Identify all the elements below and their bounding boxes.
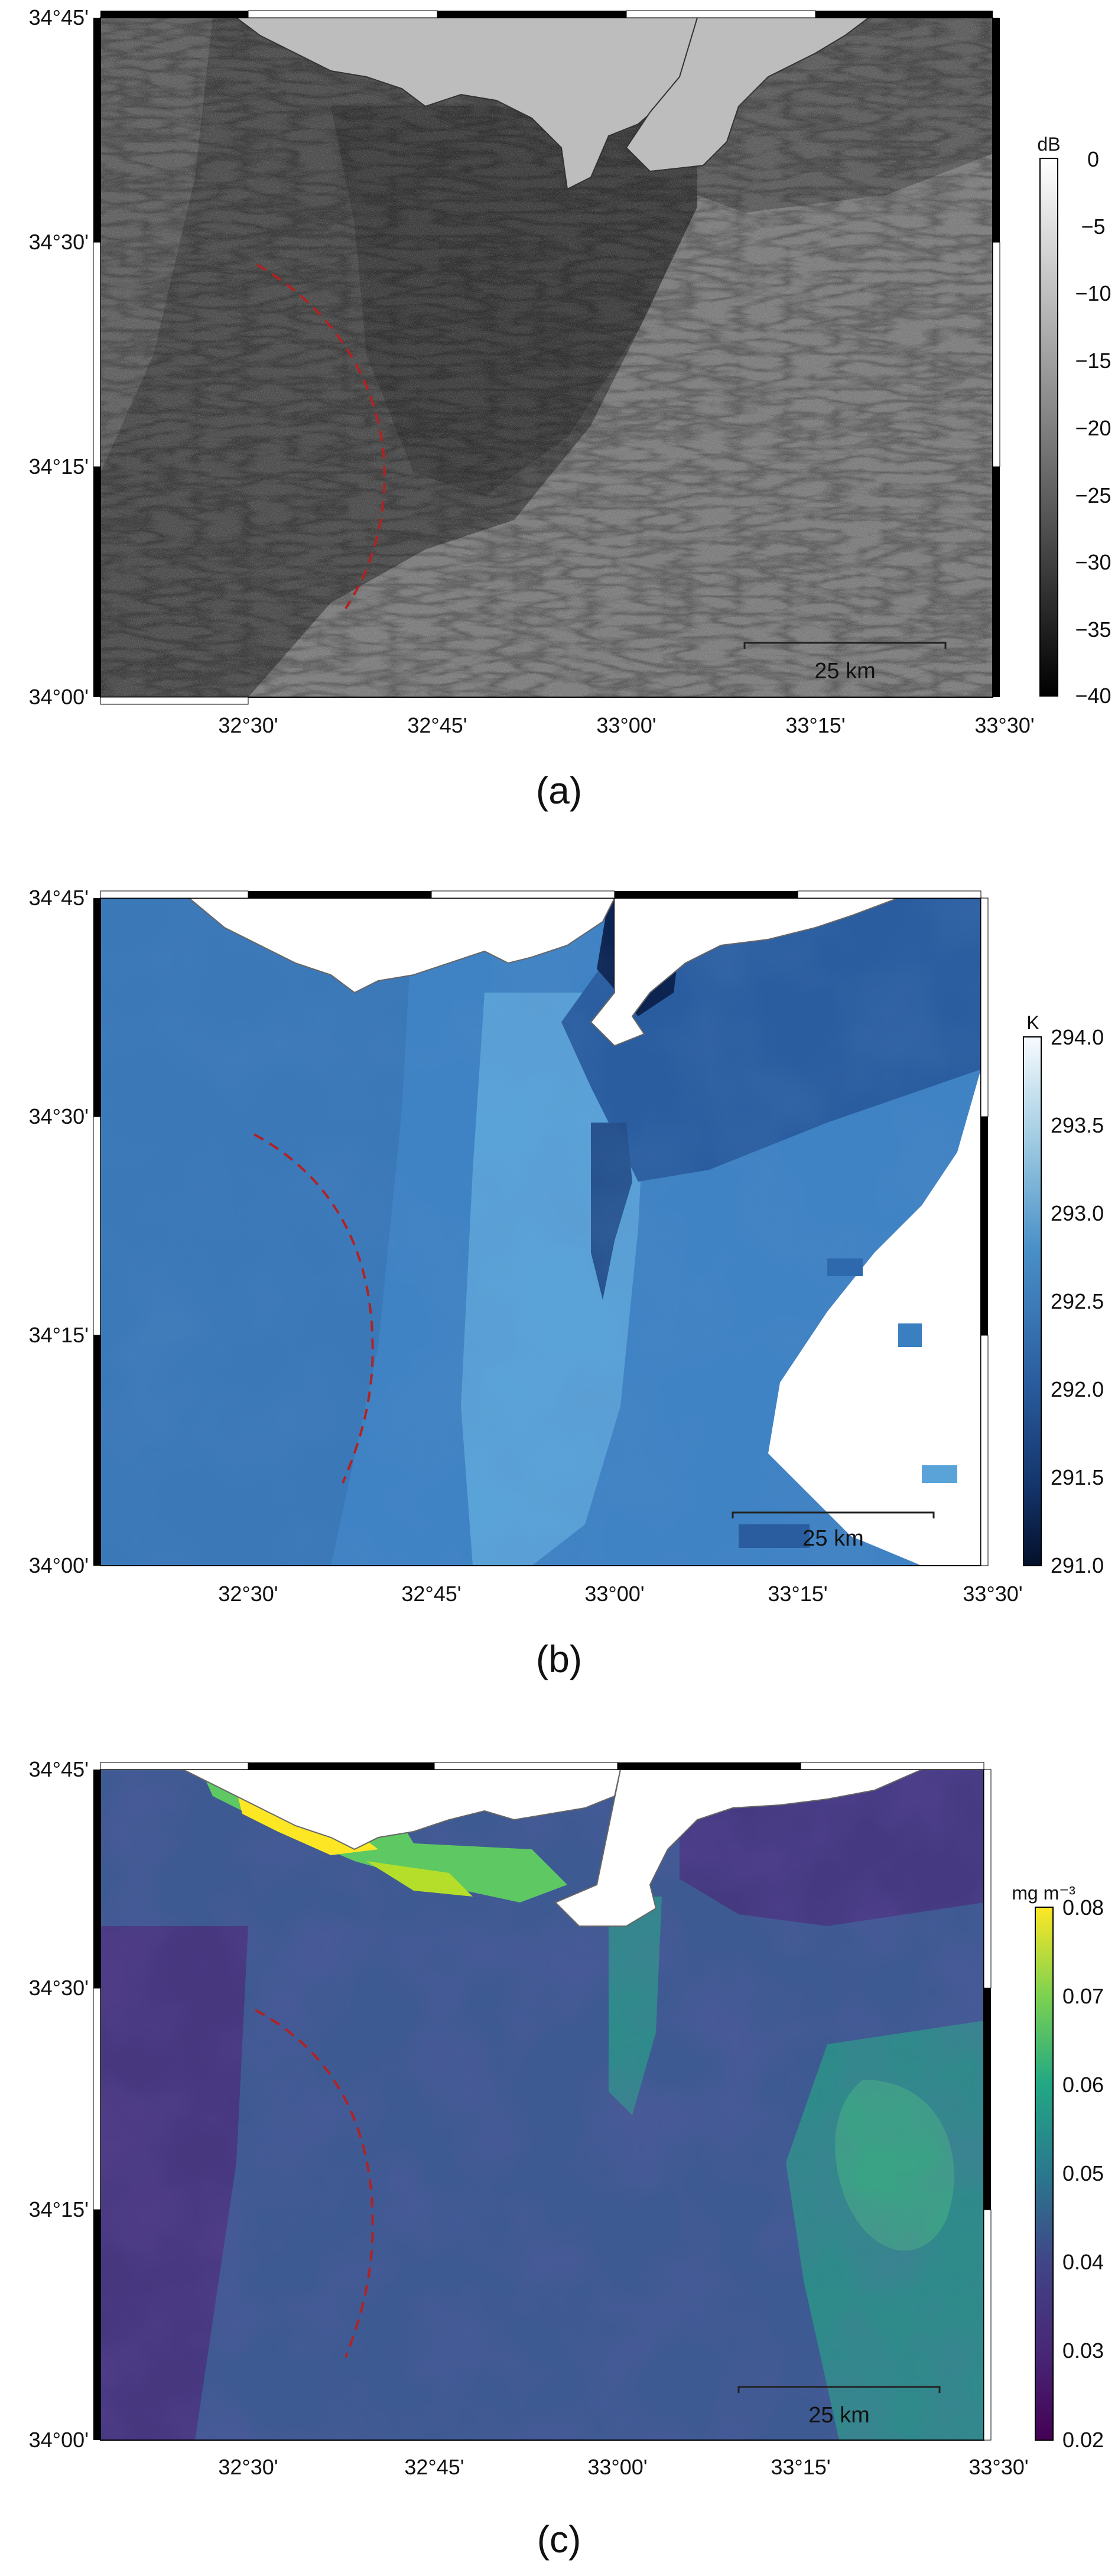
x-tick-label: 33°00' — [596, 713, 656, 737]
colorbar-tick: 0.07 — [1062, 1984, 1104, 2008]
x-tick-label: 33°30' — [963, 1582, 1022, 1606]
sar-map-figure: 25 km 34°45' 34°30' 34°15' 34°00' 32°30'… — [29, 5, 1112, 812]
colorbar-tick: 0.03 — [1062, 2338, 1104, 2363]
colorbar-tick: 0.08 — [1062, 1895, 1104, 1920]
colorbar-unit: K — [1026, 1012, 1039, 1033]
x-tick-label: 33°15' — [771, 2455, 830, 2479]
colorbar-tick: 0.05 — [1062, 2161, 1104, 2185]
colorbar-tick: −10 — [1075, 281, 1111, 305]
x-tick-label: 33°00' — [587, 2455, 647, 2479]
x-tick-label: 32°45' — [407, 713, 467, 737]
colorbar-tick: −5 — [1081, 214, 1105, 239]
y-tick-label: 34°30' — [29, 1104, 89, 1128]
x-tick-label: 33°00' — [584, 1582, 644, 1606]
scale-bar-label: 25 km — [808, 2403, 869, 2428]
scale-bar-c: 25 km — [737, 2386, 941, 2428]
sar-image — [100, 18, 993, 697]
x-tick-label: 32°30' — [218, 2455, 278, 2479]
scale-bar-label: 25 km — [814, 659, 875, 684]
chl-map-figure: 25 km 34°45' 34°30' 34°15' 34°00' 32°30'… — [29, 1757, 1104, 2561]
colorbar-tick: −15 — [1075, 349, 1111, 373]
map-frame-b — [93, 890, 989, 1566]
y-tick-label: 34°00' — [29, 1553, 89, 1578]
y-tick-label: 34°00' — [29, 2428, 89, 2452]
colorbar-tick: −40 — [1075, 684, 1111, 708]
colorbar-tick: 292.5 — [1051, 1289, 1104, 1313]
y-tick-label: 34°45' — [29, 5, 89, 30]
colorbar-tick: 292.0 — [1051, 1377, 1104, 1401]
panel-a-sar: 25 km 34°45' 34°30' 34°15' 34°00' 32°30'… — [0, 0, 1118, 827]
scale-bar-a: 25 km — [743, 642, 947, 684]
y-tick-label: 34°45' — [29, 886, 89, 910]
colorbar-tick: −25 — [1075, 483, 1111, 508]
colorbar-tick: −20 — [1075, 416, 1111, 440]
colorbar-tick: 291.5 — [1051, 1465, 1104, 1489]
x-tick-label: 32°30' — [218, 1582, 278, 1606]
colorbar-tick: 0 — [1087, 147, 1099, 171]
y-tick-label: 34°30' — [29, 1976, 89, 2000]
colorbar-unit: dB — [1037, 134, 1060, 155]
y-tick-label: 34°15' — [29, 1323, 89, 1347]
panel-b-sst: 25 km 34°45' 34°30' 34°15' 34°00' 32°30'… — [0, 874, 1118, 1702]
sst-map-figure: 25 km 34°45' 34°30' 34°15' 34°00' 32°30'… — [29, 886, 1104, 1680]
x-tick-label: 32°45' — [401, 1582, 461, 1606]
colorbar-tick: 293.0 — [1051, 1201, 1104, 1225]
x-tick-label: 32°45' — [404, 2455, 464, 2479]
x-tick-label: 32°30' — [218, 713, 278, 737]
colorbar-tick: 294.0 — [1051, 1025, 1104, 1049]
colorbar-tick: 291.0 — [1051, 1553, 1104, 1578]
x-tick-label: 33°30' — [968, 2455, 1028, 2479]
x-tick-label: 33°30' — [974, 713, 1034, 737]
panel-c-chl: 25 km 34°45' 34°30' 34°15' 34°00' 32°30'… — [0, 1749, 1118, 2576]
x-tick-label: 33°15' — [768, 1582, 827, 1606]
colorbar-tick: 0.06 — [1062, 2073, 1104, 2097]
y-tick-label: 34°45' — [29, 1757, 89, 1781]
colorbar-c: mg m⁻³ 0.08 0.07 0.06 0.05 0.04 0.03 0.0… — [1012, 1882, 1104, 2452]
colorbar-b: K 294.0 293.5 293.0 292.5 292.0 291.5 29… — [1023, 1012, 1104, 1578]
x-tick-label: 33°15' — [785, 713, 845, 737]
map-frame-c — [93, 1762, 992, 2441]
colorbar-a: dB 0 −5 −10 −15 −20 −25 −30 −35 −40 — [1037, 134, 1111, 708]
front-line-a — [256, 264, 386, 610]
colorbar-tick: 0.04 — [1062, 2250, 1104, 2274]
sst-image — [100, 898, 981, 1566]
chl-image — [100, 1770, 984, 2440]
y-tick-label: 34°30' — [29, 230, 89, 254]
scale-bar-label: 25 km — [802, 1526, 863, 1551]
colorbar-tick: 0.02 — [1062, 2428, 1104, 2452]
colorbar-tick: −35 — [1075, 617, 1111, 642]
front-line-c — [255, 2009, 374, 2358]
colorbar-unit: mg m⁻³ — [1012, 1882, 1075, 1904]
y-tick-label: 34°15' — [29, 454, 89, 479]
colorbar-tick: −30 — [1075, 550, 1111, 574]
panel-caption: (c) — [537, 2518, 581, 2561]
map-frame-a — [93, 10, 1000, 705]
colorbar-tick: 293.5 — [1051, 1113, 1104, 1137]
front-line-b — [254, 1133, 374, 1484]
y-tick-label: 34°00' — [29, 685, 89, 709]
panel-caption: (b) — [536, 1638, 582, 1680]
scale-bar-b: 25 km — [732, 1511, 935, 1551]
panel-caption: (a) — [536, 769, 582, 812]
y-tick-label: 34°15' — [29, 2197, 89, 2222]
